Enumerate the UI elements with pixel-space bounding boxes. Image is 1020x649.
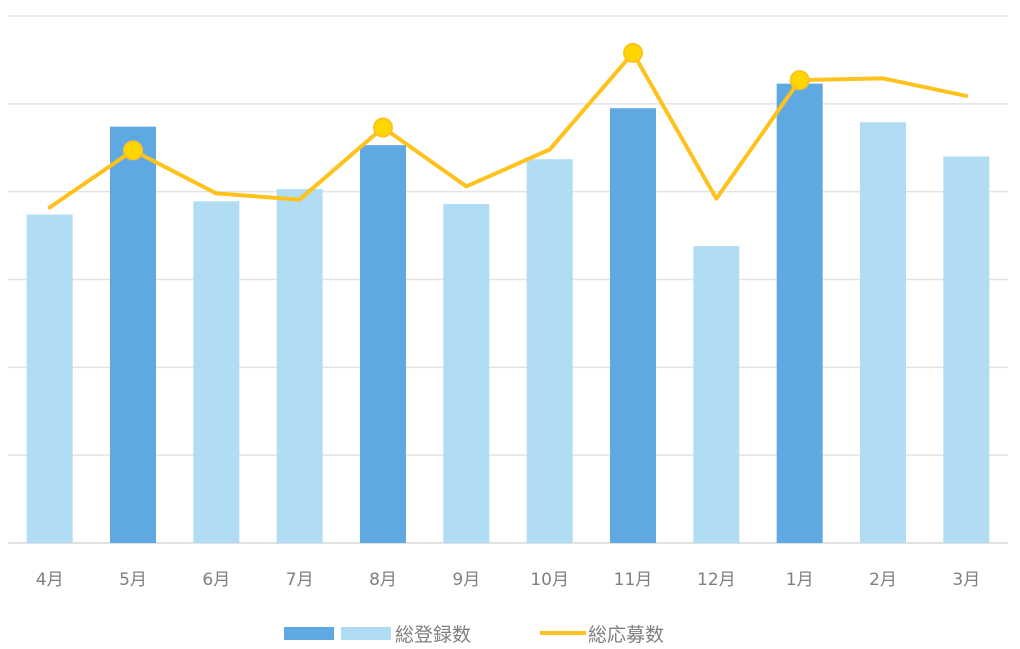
bar-9月 — [443, 203, 490, 544]
x-tick-label: 10月 — [530, 570, 569, 590]
x-tick-label: 8月 — [369, 570, 397, 590]
x-tick-label: 6月 — [202, 570, 230, 590]
bar-3月 — [943, 156, 990, 544]
legend-swatch-normal-bar — [341, 627, 391, 640]
bar-4月 — [26, 214, 73, 543]
x-tick-label: 5月 — [119, 570, 147, 590]
x-axis-labels: 4月 5月 6月 7月 8月 9月 10月 11月 12月 1月 2月 3月 — [36, 570, 980, 590]
bar-2月 — [860, 122, 906, 544]
line-series — [47, 42, 969, 210]
legend-label-bar: 総登録数 — [395, 624, 471, 646]
x-tick-label: 7月 — [286, 570, 314, 590]
x-tick-label: 2月 — [869, 570, 897, 590]
x-tick-label: 1月 — [786, 570, 814, 590]
line-marker-5月 — [123, 140, 143, 161]
x-tick-label: 3月 — [952, 570, 980, 590]
line-path — [47, 50, 969, 210]
legend-label-line: 総応募数 — [588, 624, 664, 646]
bar-12月 — [693, 246, 740, 543]
legend-swatch-highlighted-bar — [284, 627, 334, 640]
x-tick-label: 12月 — [697, 570, 736, 590]
line-marker-1月 — [789, 70, 810, 91]
bar-6月 — [193, 201, 240, 543]
bar-5月 — [110, 126, 156, 544]
bar-7月 — [276, 189, 323, 543]
bar-11月 — [610, 108, 656, 543]
bar-series — [26, 83, 990, 544]
bar-1月 — [776, 83, 823, 544]
bar-8月 — [360, 145, 406, 544]
gridlines — [8, 15, 1008, 544]
line-marker-11月 — [623, 42, 643, 63]
x-tick-label: 4月 — [36, 570, 64, 590]
x-tick-label: 11月 — [614, 570, 653, 590]
x-tick-label: 9月 — [452, 570, 480, 590]
bar-10月 — [526, 159, 573, 543]
legend: 総登録数 総応募数 — [284, 624, 664, 646]
line-marker-8月 — [373, 117, 393, 138]
